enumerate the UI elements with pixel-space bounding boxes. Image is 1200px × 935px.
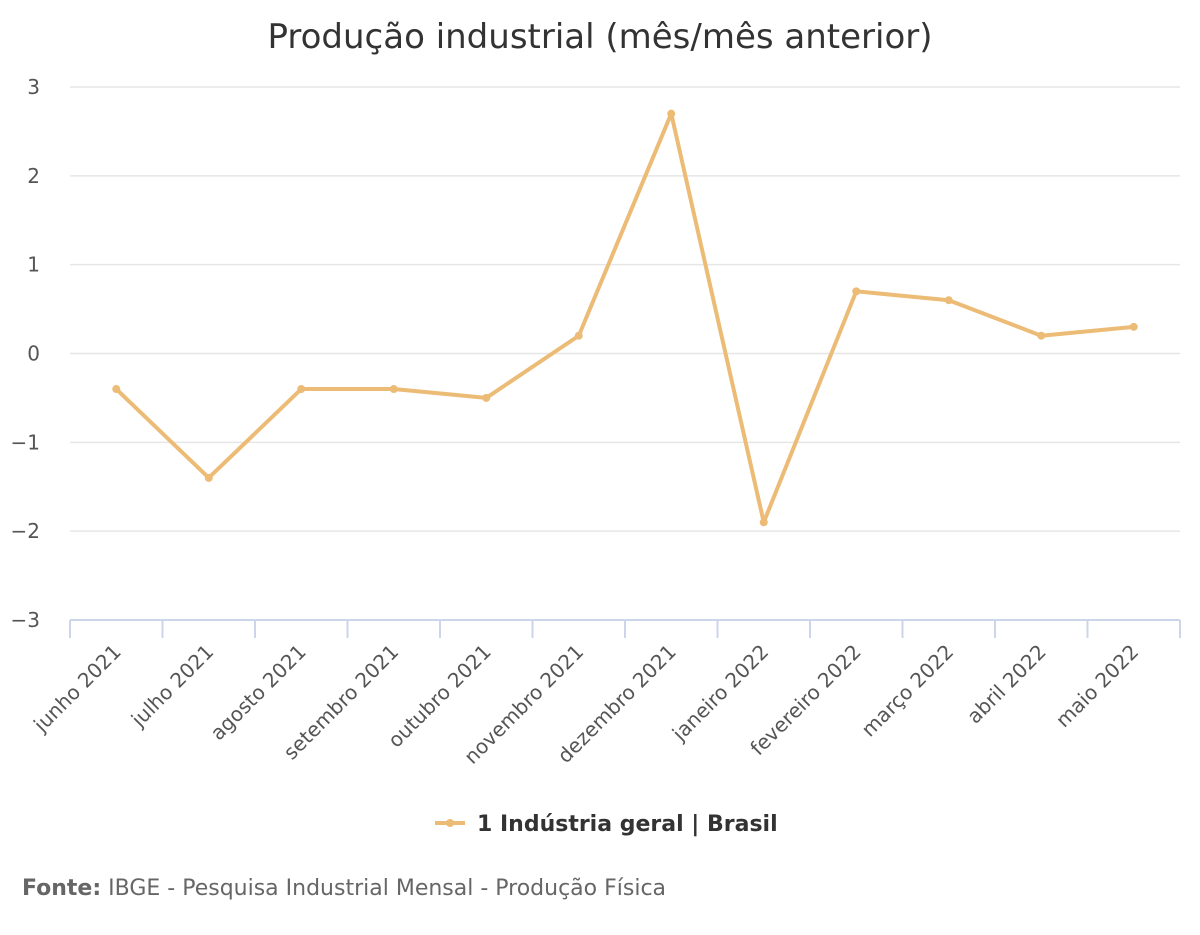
source-label: Fonte: (22, 876, 102, 901)
legend-swatch-marker (446, 819, 454, 827)
x-tick-label: abril 2022 (962, 640, 1051, 729)
x-tick-label: julho 2021 (126, 640, 219, 733)
source-note: Fonte: IBGE - Pesquisa Industrial Mensal… (22, 876, 666, 901)
y-tick-label: −1 (11, 430, 40, 454)
data-point[interactable] (759, 518, 768, 527)
data-point[interactable] (1037, 331, 1046, 340)
data-point[interactable] (204, 473, 213, 482)
series-line-path (114, 111, 1136, 525)
legend-label[interactable]: 1 Indústria geral | Brasil (477, 812, 778, 837)
data-point[interactable] (574, 331, 583, 340)
y-axis-ticks: 3 2 1 0 −1 −2 −3 (11, 75, 40, 632)
data-point[interactable] (1129, 322, 1138, 331)
data-point[interactable] (944, 296, 953, 305)
x-tick-label: maio 2022 (1051, 640, 1143, 732)
data-point[interactable] (389, 385, 398, 394)
source-text: IBGE - Pesquisa Industrial Mensal - Prod… (108, 876, 667, 901)
data-point[interactable] (667, 109, 676, 118)
legend[interactable]: 1 Indústria geral | Brasil (435, 812, 778, 837)
series-line (112, 109, 1138, 527)
x-tick-label: agosto 2021 (205, 640, 310, 745)
data-point[interactable] (297, 385, 306, 394)
data-point[interactable] (852, 287, 861, 296)
data-point[interactable] (482, 393, 491, 402)
data-point[interactable] (112, 385, 121, 394)
chart-title: Produção industrial (mês/mês anterior) (267, 17, 932, 57)
line-chart: Produção industrial (mês/mês anterior) 3… (11, 17, 1181, 837)
y-tick-label: 3 (27, 75, 40, 99)
x-axis (69, 619, 1181, 638)
y-tick-label: 1 (27, 253, 40, 277)
y-tick-label: 0 (27, 342, 40, 366)
y-tick-label: 2 (27, 164, 40, 188)
x-tick-label: junho 2021 (28, 640, 126, 738)
x-tick-label: março 2022 (856, 640, 958, 742)
y-tick-label: −2 (11, 519, 40, 543)
grid-lines (70, 86, 1180, 532)
y-tick-label: −3 (11, 608, 40, 632)
